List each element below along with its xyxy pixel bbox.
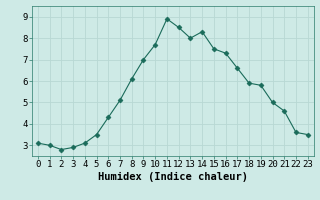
X-axis label: Humidex (Indice chaleur): Humidex (Indice chaleur) — [98, 172, 248, 182]
